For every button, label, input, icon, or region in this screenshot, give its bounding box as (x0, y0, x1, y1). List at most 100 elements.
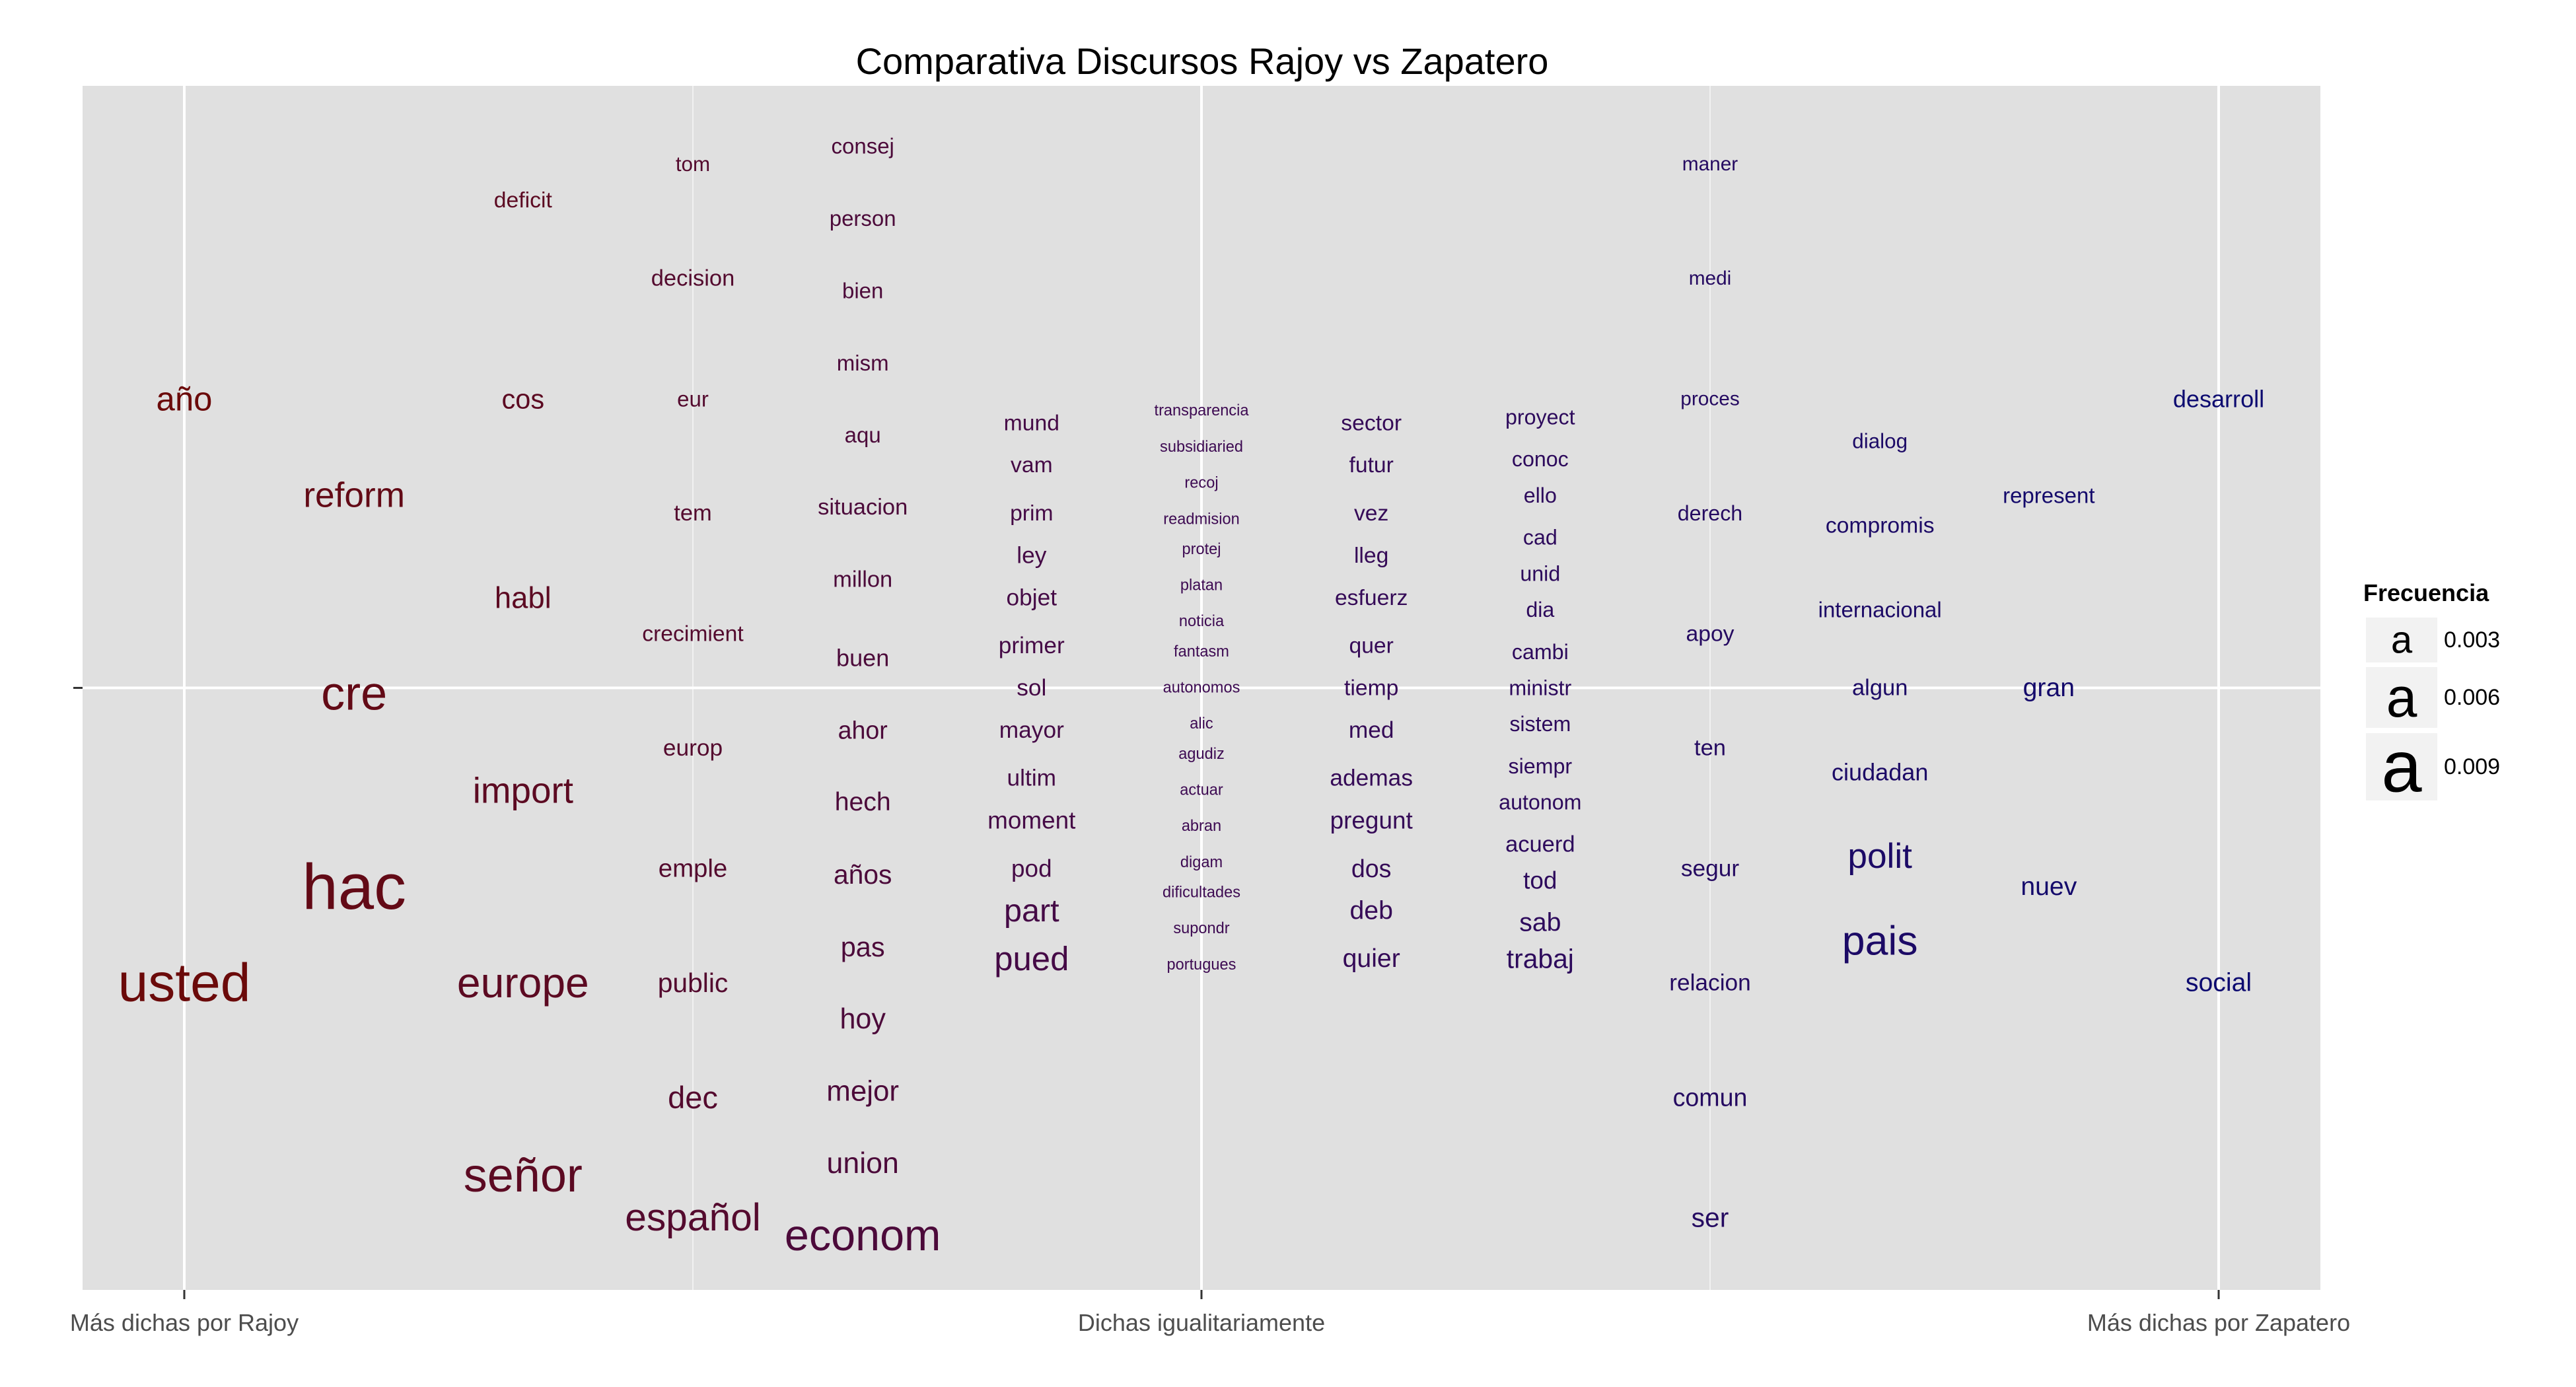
word-label: digam (1180, 854, 1223, 871)
word-label: bien (842, 278, 883, 302)
word-label: sector (1341, 410, 1402, 435)
word-label: proces (1680, 388, 1739, 409)
word-label: esfuerz (1335, 585, 1408, 610)
word-label: compromis (1826, 513, 1935, 538)
word-label: primer (999, 633, 1065, 658)
word-label: señor (464, 1149, 583, 1202)
legend-key-symbol: a (2391, 619, 2413, 662)
word-label: pas (841, 931, 885, 962)
word-label: alic (1190, 715, 1213, 732)
word-label: europe (457, 959, 589, 1007)
word-label: dec (668, 1080, 718, 1115)
word-label: tod (1523, 867, 1557, 894)
word-label: eur (677, 386, 709, 411)
word-label: recoj (1184, 475, 1218, 492)
word-label: ciudadan (1832, 759, 1928, 786)
word-label: sistem (1509, 712, 1571, 736)
word-label: pod (1011, 855, 1052, 882)
word-label: gran (2023, 674, 2075, 702)
word-label: sol (1017, 675, 1046, 701)
word-label: hech (835, 788, 891, 816)
word-label: usted (118, 953, 251, 1013)
word-label: nuev (2021, 872, 2077, 901)
word-label: internacional (1818, 598, 1942, 622)
axis-ticks: Más dichas por Rajoy Dichas igualitariame… (70, 687, 2350, 1336)
word-label: millon (833, 567, 892, 592)
x-tick-label: Más dichas por Rajoy (70, 1309, 299, 1336)
word-label: año (157, 380, 213, 417)
word-label: desarroll (2173, 385, 2264, 412)
word-label: europ (663, 735, 723, 761)
word-label: ser (1692, 1203, 1729, 1233)
word-label: acuerd (1505, 832, 1575, 857)
word-label: ademas (1330, 765, 1413, 791)
word-label: conoc (1512, 447, 1569, 471)
word-label: portugues (1167, 956, 1236, 974)
word-label: actuar (1180, 781, 1223, 799)
word-label: subsidiaried (1160, 439, 1243, 456)
word-label: person (830, 206, 896, 231)
legend-entry-label: 0.003 (2444, 627, 2500, 653)
legend-entry-label: 0.006 (2444, 685, 2500, 710)
word-label: años (834, 859, 892, 890)
word-label: algun (1852, 676, 1908, 701)
word-label: quier (1343, 944, 1400, 973)
word-label: platan (1180, 577, 1223, 594)
word-label: emple (659, 854, 728, 882)
word-cloud: año usted reform cre hac deficit cos habl import… (118, 134, 2265, 1260)
word-label: comun (1673, 1083, 1748, 1111)
word-label: medi (1689, 267, 1732, 289)
word-label: lleg (1354, 543, 1388, 568)
word-label: trabaj (1507, 944, 1574, 974)
word-label: med (1349, 717, 1394, 743)
word-label: autonomos (1163, 680, 1240, 697)
word-label: represent (2003, 483, 2094, 507)
word-label: mund (1004, 410, 1059, 435)
word-label: cambi (1512, 640, 1569, 664)
word-label: supondr (1173, 920, 1229, 937)
word-label: public (658, 968, 729, 998)
word-label: reform (303, 476, 405, 515)
word-label: habl (495, 581, 552, 614)
legend-key-symbol: a (2386, 666, 2417, 729)
legend-key-symbol: a (2381, 727, 2422, 808)
legend: Frecuencia a 0.003 a 0.006 a 0.009 (2363, 579, 2500, 808)
word-label: proyect (1505, 405, 1575, 429)
word-label: ten (1694, 736, 1726, 761)
word-label: sab (1519, 908, 1561, 937)
word-label: dos (1351, 855, 1392, 882)
word-label: deb (1349, 896, 1392, 925)
word-label: segur (1681, 855, 1740, 881)
word-label: situacion (818, 495, 908, 520)
word-label: agudiz (1178, 746, 1225, 763)
word-label: futur (1349, 452, 1393, 478)
word-label: protej (1182, 541, 1221, 558)
word-label: consej (831, 134, 894, 159)
word-label: tem (674, 501, 712, 526)
legend-entry-label: 0.009 (2444, 754, 2500, 779)
chart-title: Comparativa Discursos Rajoy vs Zapatero (856, 40, 1549, 82)
word-label: vez (1354, 501, 1388, 526)
word-label: quer (1349, 633, 1393, 658)
word-label: cos (502, 383, 545, 414)
word-label: apoy (1686, 621, 1734, 646)
word-label: unid (1520, 561, 1560, 585)
word-label: aqu (845, 423, 881, 447)
word-label: import (473, 769, 573, 810)
x-tick-label: Dichas igualitariamente (1078, 1309, 1325, 1336)
word-label: relacion (1669, 970, 1751, 996)
word-label: pued (994, 940, 1069, 978)
word-label: hoy (840, 1003, 886, 1035)
word-label: buen (836, 644, 889, 671)
word-label: pais (1842, 917, 1918, 964)
word-label: ley (1017, 542, 1046, 568)
word-label: polit (1847, 837, 1912, 876)
word-label: mism (837, 351, 889, 375)
word-label: moment (987, 807, 1075, 834)
word-label: cre (321, 668, 387, 721)
word-label: ministr (1509, 676, 1571, 700)
word-label: noticia (1179, 613, 1225, 630)
word-label: dialog (1852, 429, 1908, 452)
x-tick-label: Más dichas por Zapatero (2087, 1309, 2350, 1336)
word-label: mejor (826, 1075, 899, 1108)
